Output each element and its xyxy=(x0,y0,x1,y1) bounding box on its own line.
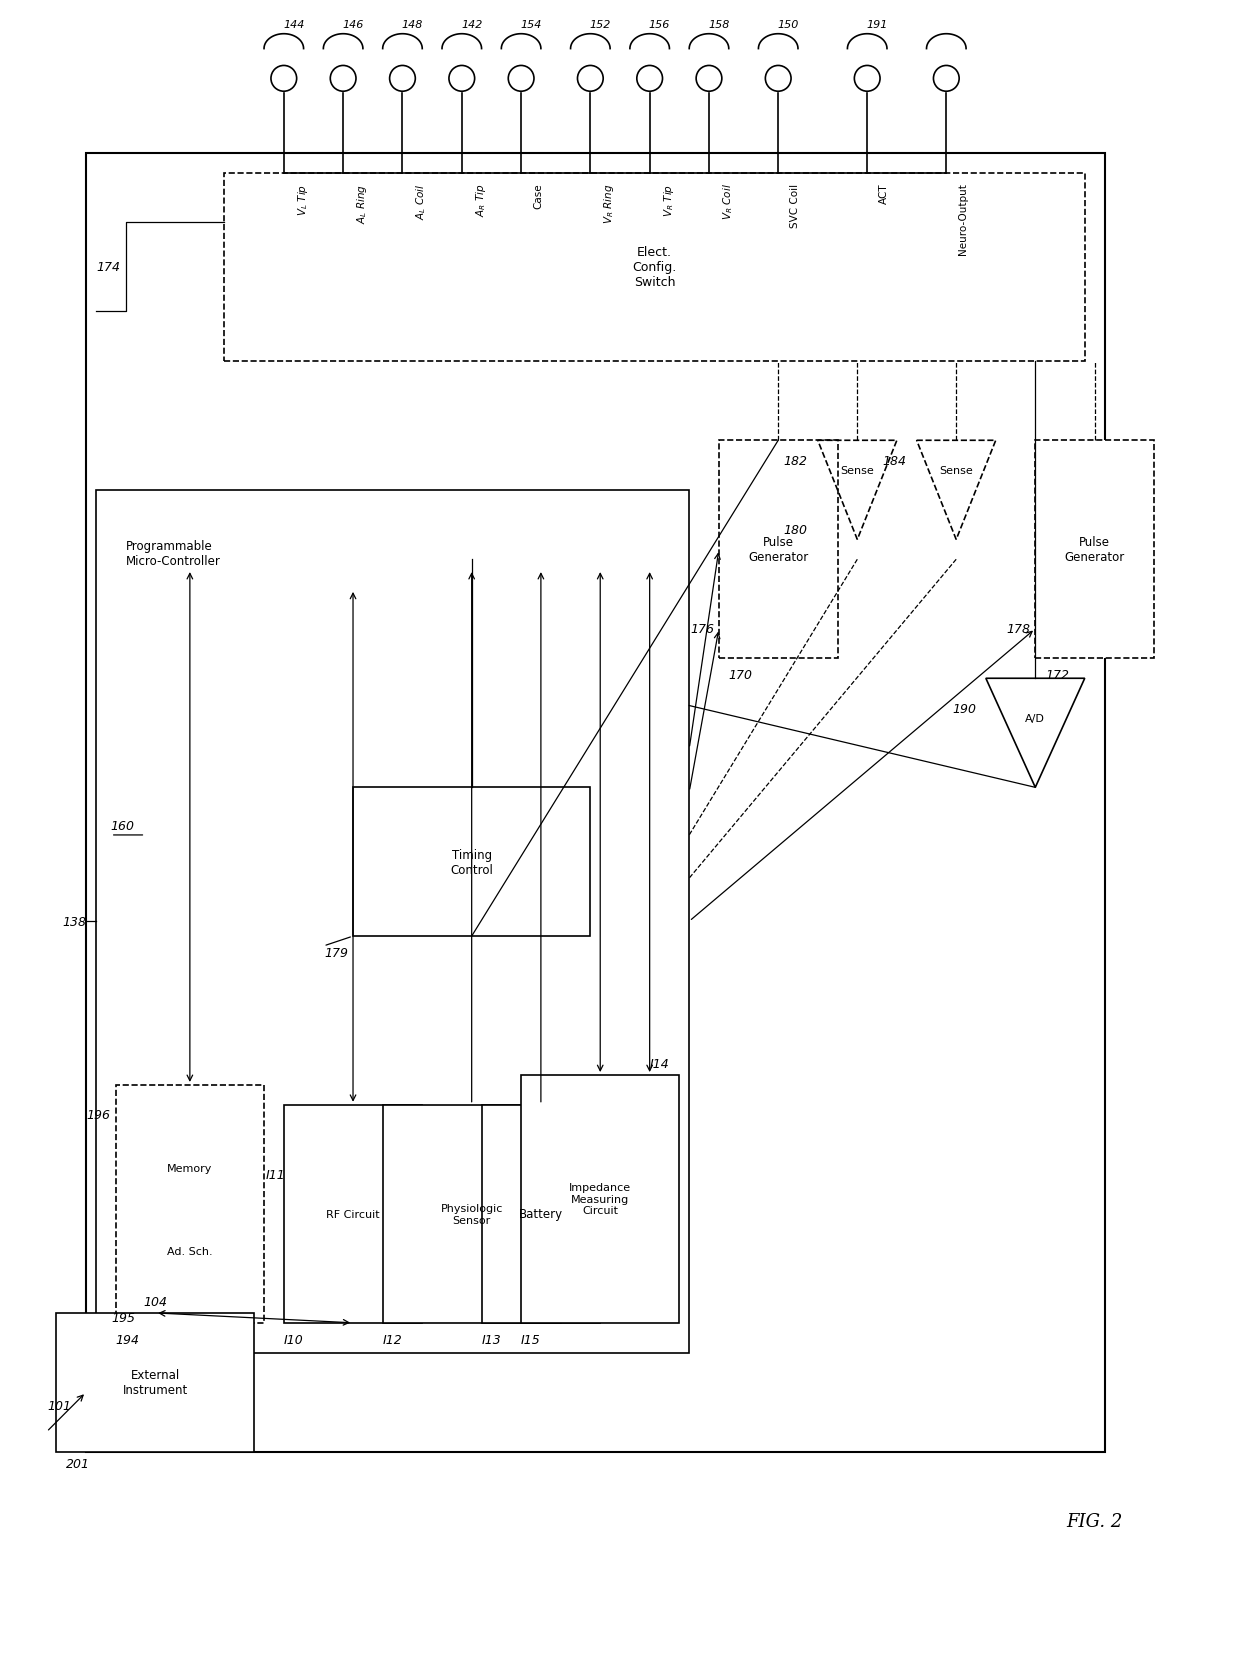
Text: FIG. 2: FIG. 2 xyxy=(1066,1513,1122,1529)
Text: Impedance
Measuring
Circuit: Impedance Measuring Circuit xyxy=(569,1183,631,1216)
Text: 194: 194 xyxy=(115,1332,140,1345)
Text: 191: 191 xyxy=(867,20,888,30)
Text: SVC Coil: SVC Coil xyxy=(790,184,800,227)
Text: Sense: Sense xyxy=(841,466,874,476)
Text: 138: 138 xyxy=(62,915,86,928)
Text: Pulse
Generator: Pulse Generator xyxy=(748,535,808,563)
Text: Memory: Memory xyxy=(167,1163,212,1173)
Polygon shape xyxy=(383,1105,560,1322)
Polygon shape xyxy=(481,1105,600,1322)
Text: External
Instrument: External Instrument xyxy=(123,1369,188,1397)
Text: $A_L$ Coil: $A_L$ Coil xyxy=(414,184,428,220)
Text: 158: 158 xyxy=(708,20,729,30)
Text: 184: 184 xyxy=(883,454,906,467)
Text: Programmable
Micro-Controller: Programmable Micro-Controller xyxy=(125,540,221,568)
Text: 144: 144 xyxy=(283,20,304,30)
Text: 174: 174 xyxy=(95,262,120,273)
Text: $V_R$ Ring: $V_R$ Ring xyxy=(603,184,616,224)
Text: 195: 195 xyxy=(112,1312,135,1324)
Text: 156: 156 xyxy=(649,20,671,30)
Text: 154: 154 xyxy=(521,20,542,30)
Text: Elect.
Config.
Switch: Elect. Config. Switch xyxy=(632,247,677,288)
Text: I12: I12 xyxy=(383,1332,403,1345)
Text: Timing
Control: Timing Control xyxy=(450,848,494,877)
Text: I15: I15 xyxy=(521,1332,541,1345)
Text: I11: I11 xyxy=(267,1168,285,1181)
Text: Battery: Battery xyxy=(518,1208,563,1221)
Text: $A_R$ Tip: $A_R$ Tip xyxy=(474,184,487,217)
Polygon shape xyxy=(1035,441,1154,659)
Text: I14: I14 xyxy=(650,1057,670,1070)
Text: RF Circuit: RF Circuit xyxy=(326,1210,379,1220)
Polygon shape xyxy=(115,1085,264,1322)
Text: 142: 142 xyxy=(461,20,482,30)
Text: 146: 146 xyxy=(342,20,363,30)
Text: 182: 182 xyxy=(784,454,808,467)
Polygon shape xyxy=(521,1075,680,1322)
Text: A/D: A/D xyxy=(1025,714,1045,724)
Text: Case: Case xyxy=(533,184,543,209)
Text: 148: 148 xyxy=(402,20,423,30)
Text: $V_R$ Coil: $V_R$ Coil xyxy=(720,184,734,220)
Text: 180: 180 xyxy=(784,524,808,537)
Text: 176: 176 xyxy=(689,623,714,636)
Text: 170: 170 xyxy=(729,669,753,683)
Text: Sense: Sense xyxy=(940,466,973,476)
Text: $V_R$ Tip: $V_R$ Tip xyxy=(661,184,676,217)
Polygon shape xyxy=(95,490,689,1352)
Polygon shape xyxy=(224,174,1085,361)
Polygon shape xyxy=(719,441,837,659)
Polygon shape xyxy=(284,1105,423,1322)
Text: 101: 101 xyxy=(47,1399,71,1412)
Text: $A_L$ Ring: $A_L$ Ring xyxy=(355,184,370,224)
Text: 150: 150 xyxy=(777,20,799,30)
Polygon shape xyxy=(56,1312,254,1452)
Text: Ad. Sch.: Ad. Sch. xyxy=(167,1246,213,1256)
Text: Physiologic
Sensor: Physiologic Sensor xyxy=(440,1203,503,1225)
Text: 178: 178 xyxy=(1007,623,1030,636)
Text: 104: 104 xyxy=(144,1296,167,1307)
Text: 172: 172 xyxy=(1045,669,1069,683)
Text: $V_L$ Tip: $V_L$ Tip xyxy=(295,184,310,215)
Text: 201: 201 xyxy=(66,1457,91,1470)
Text: Pulse
Generator: Pulse Generator xyxy=(1064,535,1125,563)
Text: 179: 179 xyxy=(324,946,348,959)
Text: Neuro-Output: Neuro-Output xyxy=(959,184,968,255)
Text: 160: 160 xyxy=(110,819,135,832)
Text: ACT: ACT xyxy=(879,184,889,204)
Text: 190: 190 xyxy=(952,703,976,716)
Polygon shape xyxy=(86,154,1105,1452)
Text: 196: 196 xyxy=(87,1109,110,1122)
Text: 152: 152 xyxy=(589,20,611,30)
Text: I10: I10 xyxy=(284,1332,304,1345)
Text: I13: I13 xyxy=(481,1332,501,1345)
Polygon shape xyxy=(353,787,590,936)
